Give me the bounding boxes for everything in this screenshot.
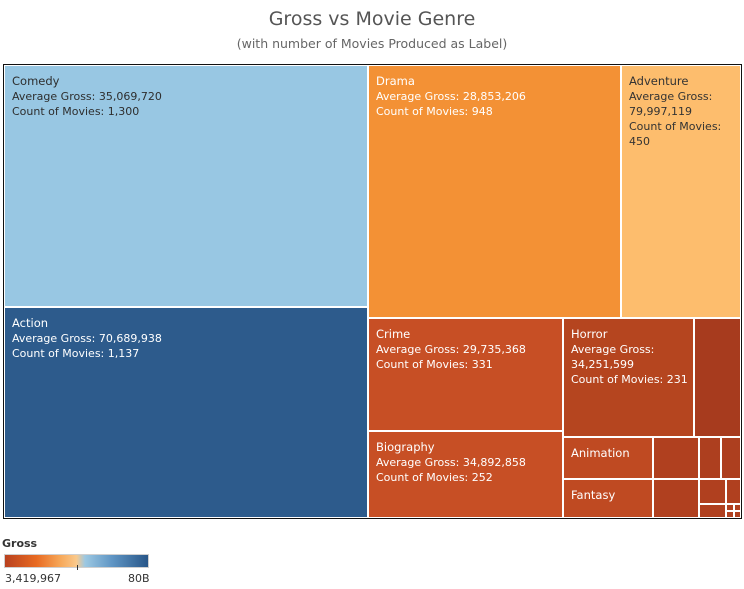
tile-count-of-movies: Count of Movies: 1,137 [12,347,140,360]
tile-count-of-movies: Count of Movies: 331 [376,358,493,371]
tile-label: Action Average Gross: 70,689,938 Count of … [12,316,363,361]
legend-color-ramp [4,554,149,568]
tile-label: Biography Average Gross: 34,892,858 Count … [376,440,558,485]
treemap-tile-drama[interactable]: Drama Average Gross: 28,853,206 Count of M… [368,65,621,318]
tile-genre-name: Horror [571,327,608,341]
treemap-tile-crime[interactable]: Crime Average Gross: 29,735,368 Count of M… [368,318,563,431]
treemap-tile-minor-13[interactable] [721,437,741,479]
tile-average-gross: Average Gross: 70,689,938 [12,332,162,345]
treemap-tile-biography[interactable]: Biography Average Gross: 34,892,858 Count … [368,431,563,518]
legend-max-label: 80B [128,572,150,585]
tile-label: Fantasy [571,488,648,503]
tile-average-gross: Average Gross: 34,251,599 [571,343,655,371]
tile-average-gross: Average Gross: 35,069,720 [12,90,162,103]
treemap-tile-minor-14[interactable] [699,479,726,504]
tile-genre-name: Animation [571,446,630,460]
tile-label: Adventure Average Gross: 79,997,119 Count … [629,74,736,149]
tile-genre-name: Adventure [629,74,689,88]
treemap-tile-animation[interactable]: Animation [563,437,653,479]
tile-label: Drama Average Gross: 28,853,206 Count of M… [376,74,616,119]
tile-average-gross: Average Gross: 28,853,206 [376,90,526,103]
chart-title: Gross vs Movie Genre [268,8,476,30]
tile-genre-name: Fantasy [571,488,616,502]
treemap-tile-action[interactable]: Action Average Gross: 70,689,938 Count of … [4,307,368,518]
tile-count-of-movies: Count of Movies: 231 [571,373,688,386]
tile-count-of-movies: Count of Movies: 252 [376,471,493,484]
tile-genre-name: Action [12,316,49,330]
tile-label: Comedy Average Gross: 35,069,720 Count of … [12,74,363,119]
treemap-tile-minor-20[interactable] [726,511,734,518]
legend-midpoint-tick [77,565,78,570]
chart-subtitle: (with number of Movies Produced as Label… [236,36,508,51]
treemap-tile-minor-9[interactable] [694,318,741,437]
treemap-tile-minor-15[interactable] [726,479,741,504]
treemap-tile-minor-10[interactable] [653,437,699,479]
tile-count-of-movies: Count of Movies: 948 [376,105,493,118]
tile-genre-name: Comedy [12,74,60,88]
treemap-tile-adventure[interactable]: Adventure Average Gross: 79,997,119 Count … [621,65,741,318]
tile-average-gross: Average Gross: 79,997,119 [629,90,713,118]
treemap-tile-minor-19[interactable] [734,504,741,511]
tile-count-of-movies: Count of Movies: 450 [629,120,722,148]
tile-label: Horror Average Gross: 34,251,599 Count of … [571,327,689,387]
legend-title: Gross [2,537,38,550]
treemap-chart: Comedy Average Gross: 35,069,720 Count of … [3,64,742,519]
tile-genre-name: Crime [376,327,411,341]
treemap-tile-minor-18[interactable] [726,504,734,511]
tile-label: Animation [571,446,648,461]
tile-genre-name: Biography [376,440,435,454]
treemap-tile-minor-12[interactable] [699,437,721,479]
treemap-tile-minor-11[interactable] [653,479,699,518]
treemap-tile-horror[interactable]: Horror Average Gross: 34,251,599 Count of … [563,318,694,437]
legend-min-label: 3,419,967 [5,572,61,585]
tile-genre-name: Drama [376,74,415,88]
tile-label: Crime Average Gross: 29,735,368 Count of M… [376,327,558,372]
treemap-tile-minor-16[interactable] [699,504,726,518]
treemap-tile-comedy[interactable]: Comedy Average Gross: 35,069,720 Count of … [4,65,368,307]
tile-average-gross: Average Gross: 29,735,368 [376,343,526,356]
treemap-tile-fantasy[interactable]: Fantasy [563,479,653,518]
tile-average-gross: Average Gross: 34,892,858 [376,456,526,469]
tile-count-of-movies: Count of Movies: 1,300 [12,105,140,118]
treemap-tile-minor-21[interactable] [734,511,741,518]
